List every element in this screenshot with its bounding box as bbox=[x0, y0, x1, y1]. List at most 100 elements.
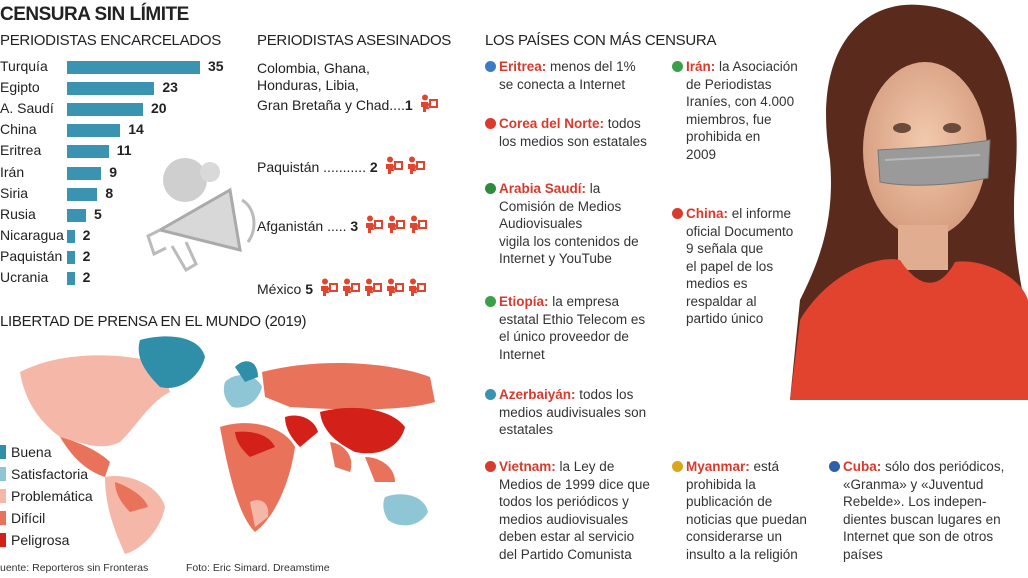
bar-label: A. Saudí bbox=[0, 100, 54, 117]
censorship-entry: Vietnam: la Ley de Medios de 1999 dice qu… bbox=[485, 458, 650, 563]
bar bbox=[67, 145, 109, 159]
journalist-icon bbox=[385, 156, 403, 174]
legend-swatch-problematica bbox=[0, 489, 6, 503]
censorship-text: miembros, fue bbox=[686, 111, 772, 127]
censorship-text: Internet bbox=[499, 346, 545, 362]
censorship-entry: Myanmar: está prohibida la publicación de n… bbox=[672, 458, 807, 563]
journalist-icon bbox=[366, 215, 384, 233]
bar bbox=[67, 61, 200, 74]
bar bbox=[67, 82, 155, 96]
bar-value: 23 bbox=[162, 79, 178, 96]
world-map bbox=[20, 336, 435, 554]
bar-value: 11 bbox=[116, 142, 132, 159]
censorship-text: respaldar al bbox=[686, 293, 757, 309]
censorship-entry: China: el informe oficial Documento 9 seña… bbox=[672, 205, 793, 328]
killed-heading: PERIODISTAS ASESINADOS bbox=[257, 32, 452, 49]
bar-label: Ucrania bbox=[0, 269, 49, 285]
censorship-text: de Periodistas bbox=[686, 76, 772, 92]
legend-item-peligrosa: Peligrosa bbox=[0, 529, 93, 551]
censorship-entry: Eritrea: menos del 1% se conecta a Intern… bbox=[485, 58, 636, 93]
censorship-text: medios es bbox=[686, 276, 748, 291]
flag-icon bbox=[672, 61, 683, 72]
censorship-text: la Asociación bbox=[715, 59, 798, 74]
censorship-country-name: Azerbaiyán: bbox=[499, 387, 576, 402]
journalist-icons bbox=[382, 156, 426, 175]
censorship-text: Iraníes, con 4.000 bbox=[686, 94, 795, 109]
killed-row-4-value: 5 bbox=[305, 281, 314, 297]
censorship-text: estatal Ethio Telecom es bbox=[499, 311, 646, 327]
censorship-text: oficial Documento bbox=[686, 223, 794, 239]
censorship-country-name: Cuba: bbox=[843, 459, 882, 474]
bar-value: 35 bbox=[208, 58, 224, 74]
bar bbox=[67, 166, 102, 180]
killed-row-4-label: México bbox=[257, 281, 302, 297]
killed-row-1: Colombia, Ghana, Honduras, Libia, Gran B… bbox=[257, 60, 439, 114]
censorship-text: todos los periódicos y bbox=[499, 494, 629, 509]
censorship-text: está bbox=[749, 459, 780, 474]
censorship-text: publicación de bbox=[686, 494, 773, 509]
map-legend: Buena Satisfactoria Problemática Difícil… bbox=[0, 441, 93, 551]
page-title: CENSURA SIN LÍMITE bbox=[0, 4, 189, 25]
legend-item-problematica: Problemática bbox=[0, 485, 93, 507]
journalist-icon bbox=[342, 278, 360, 296]
killed-row-2-value: 2 bbox=[369, 159, 378, 175]
censorship-text: medios audiovisuales bbox=[499, 511, 629, 527]
legend-label-buena: Buena bbox=[11, 444, 52, 460]
bar-value: 20 bbox=[151, 100, 167, 117]
bar-value: 5 bbox=[94, 205, 102, 222]
censorship-text: Internet que son de otros bbox=[843, 529, 994, 544]
killed-row-3-label: Afganistán bbox=[257, 218, 324, 234]
map-heading-year: (2019) bbox=[264, 313, 307, 330]
killed-row-2: Paquistán ........... 2 bbox=[257, 156, 426, 176]
censorship-entry-first-line: Arabia Saudí: la bbox=[485, 180, 639, 198]
censorship-entry: Azerbaiyán: todos los medios audivisuales… bbox=[485, 386, 646, 439]
bar-label: Siria bbox=[0, 184, 29, 201]
bar-label: Turquía bbox=[0, 58, 48, 74]
legend-label-satisfactoria: Satisfactoria bbox=[11, 466, 89, 482]
gagged-woman-photo bbox=[790, 4, 1028, 400]
map-heading: LIBERTAD DE PRENSA EN EL MUNDO (2019) bbox=[0, 313, 307, 330]
censorship-entry-first-line: Irán: la Asociación bbox=[672, 58, 798, 76]
censorship-text: países bbox=[843, 546, 883, 562]
flag-icon bbox=[485, 461, 496, 472]
bar-value: 2 bbox=[82, 226, 91, 243]
bar bbox=[67, 272, 75, 285]
censorship-text: noticias que puedan bbox=[686, 511, 807, 527]
censorship-text: Comisión de Medios bbox=[499, 198, 622, 214]
censorship-text: el único proveedor de bbox=[499, 329, 629, 344]
bar bbox=[67, 208, 86, 222]
censorship-country-name: Arabia Saudí: bbox=[499, 181, 587, 196]
censorship-text: la bbox=[586, 181, 601, 196]
flag-icon bbox=[829, 461, 840, 472]
legend-swatch-satisfactoria bbox=[0, 467, 6, 481]
megaphone-icon bbox=[146, 158, 256, 273]
censorship-text: el informe bbox=[728, 206, 792, 221]
censorship-text: 2009 bbox=[686, 146, 717, 162]
censorship-text: Rebelde». Los indepen- bbox=[843, 494, 987, 509]
censorship-text: insulto a la religión bbox=[686, 546, 798, 562]
bar bbox=[67, 229, 75, 243]
journalist-icon bbox=[386, 278, 404, 296]
legend-item-buena: Buena bbox=[0, 441, 93, 463]
killed-row-1-value: 1 bbox=[404, 97, 413, 113]
censorship-text: «Granma» y «Juventud bbox=[843, 476, 984, 492]
bar-label: Egipto bbox=[0, 79, 40, 96]
censorship-entry-first-line: Corea del Norte: todos bbox=[485, 115, 647, 133]
source-note: uente: Reporteros sin Fronteras bbox=[0, 562, 149, 574]
censorship-entry-first-line: Myanmar: está bbox=[672, 458, 807, 476]
censorship-text: dientes buscan lugares en bbox=[843, 511, 1001, 527]
flag-icon bbox=[672, 461, 683, 472]
legend-swatch-dificil bbox=[0, 511, 6, 525]
killed-row-2-dots: ........... bbox=[323, 159, 366, 175]
censorship-country-name: Irán: bbox=[686, 59, 716, 74]
censorship-text: el papel de los bbox=[686, 258, 774, 274]
censorship-text: partido único bbox=[686, 311, 764, 326]
bar-value: 8 bbox=[105, 184, 114, 201]
censorship-country-name: Etiopía: bbox=[499, 294, 549, 309]
journalist-icon bbox=[407, 156, 425, 174]
killed-row-1-line-1: Colombia, Ghana, bbox=[257, 60, 370, 76]
censorship-text: la Ley de bbox=[555, 459, 615, 474]
map-heading-title: LIBERTAD DE PRENSA EN EL MUNDO bbox=[0, 313, 261, 330]
censorship-text: medios audivisuales son bbox=[499, 404, 647, 420]
bar-value: 2 bbox=[82, 247, 91, 264]
